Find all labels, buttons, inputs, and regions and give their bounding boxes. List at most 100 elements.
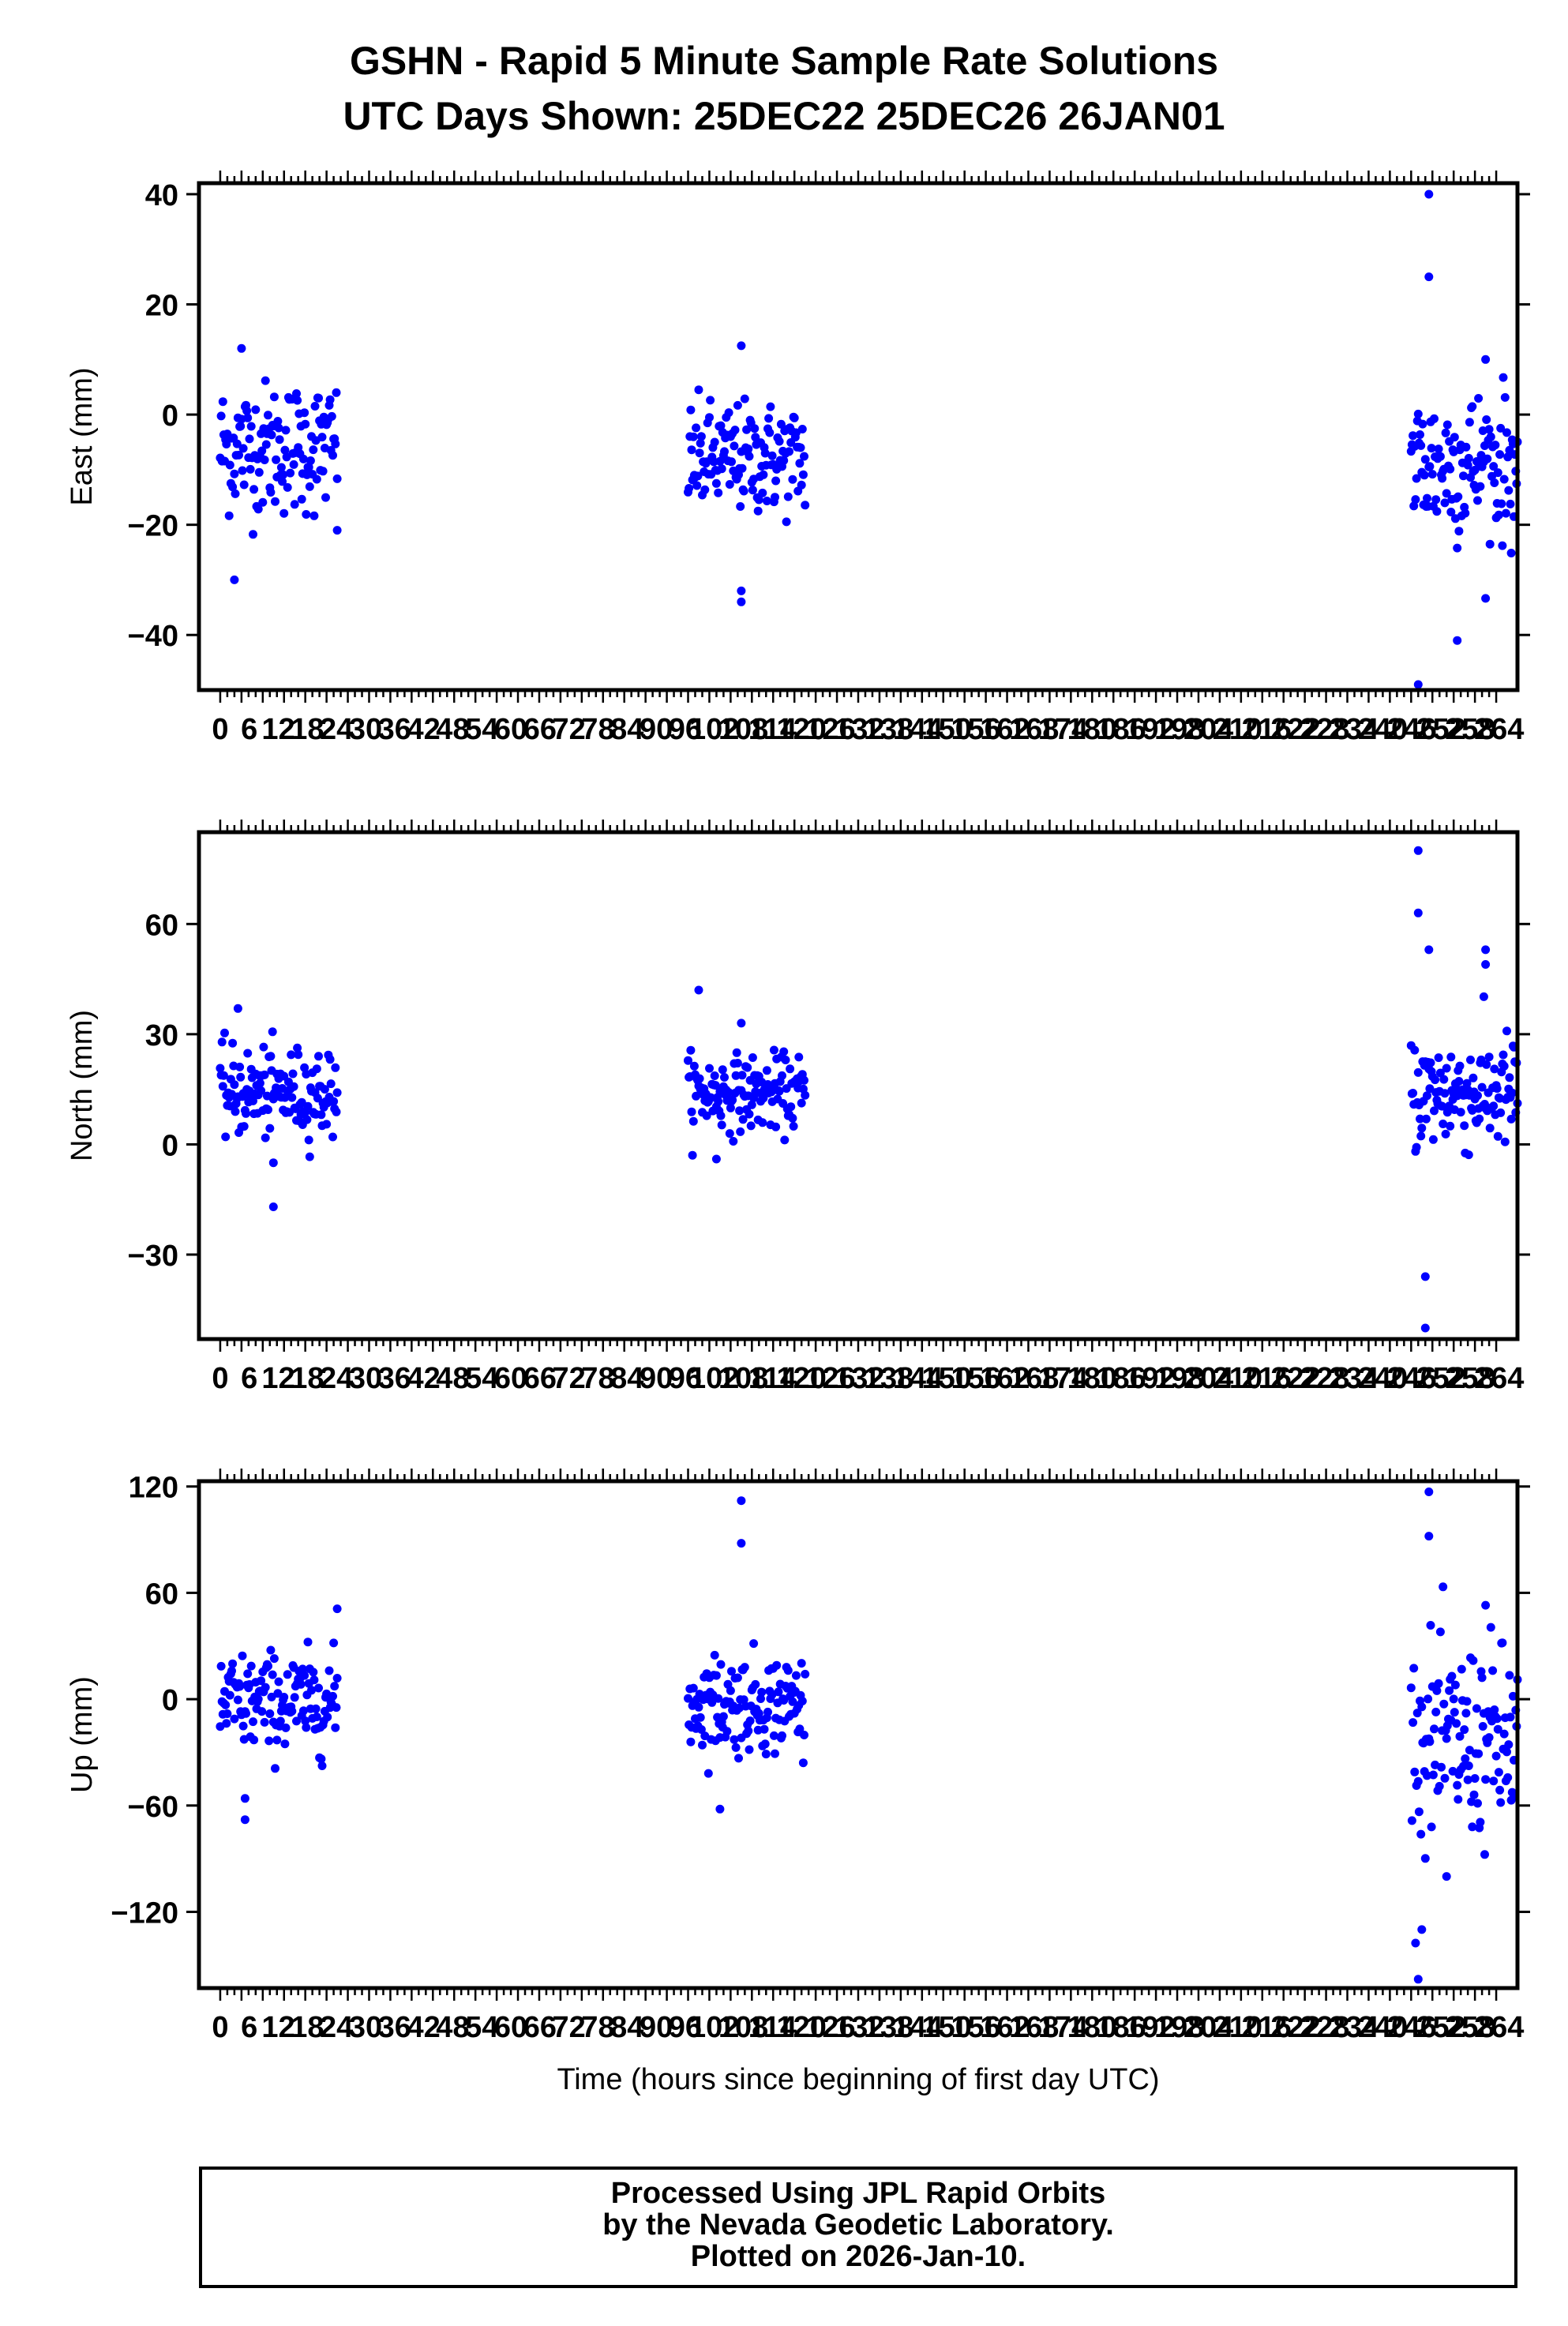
data-point <box>790 413 799 422</box>
data-point <box>1409 1664 1419 1673</box>
footer-line3: Plotted on 2026-Jan-10. <box>690 2240 1026 2273</box>
data-point <box>332 1107 341 1116</box>
data-point <box>1502 1026 1511 1036</box>
data-point <box>801 1090 810 1100</box>
data-point <box>278 477 287 486</box>
x-tick-label: 48 <box>436 713 469 746</box>
data-point <box>1440 1773 1450 1783</box>
data-point <box>1469 1790 1479 1799</box>
data-point <box>225 1690 234 1700</box>
data-point <box>735 1106 745 1116</box>
data-point <box>754 495 763 505</box>
data-point <box>266 1052 276 1061</box>
data-point <box>312 1713 321 1721</box>
data-point <box>688 1116 698 1126</box>
x-tick-label: 216 <box>1241 2011 1291 2044</box>
data-point <box>332 1604 342 1614</box>
data-point <box>297 1097 306 1107</box>
data-point <box>1453 636 1462 645</box>
data-point <box>727 1667 736 1676</box>
x-tick-label: 120 <box>776 1362 826 1395</box>
footer-box: Processed Using JPL Rapid Orbits by the … <box>199 2167 1517 2288</box>
data-point <box>265 1124 275 1133</box>
x-tick-label: 72 <box>553 713 586 746</box>
x-tick-label: 240 <box>1358 2011 1408 2044</box>
data-point <box>725 1129 734 1139</box>
data-point <box>786 1102 796 1112</box>
data-point <box>1506 549 1516 557</box>
data-point <box>1420 1272 1430 1281</box>
data-point <box>782 517 791 527</box>
data-point <box>1432 507 1442 516</box>
data-point <box>1500 1137 1510 1146</box>
data-point <box>283 1670 292 1679</box>
footer-line2: by the Nevada Geodetic Laboratory. <box>602 2208 1114 2242</box>
x-tick-label: 162 <box>980 713 1030 746</box>
data-point <box>268 1202 278 1211</box>
data-point <box>1409 501 1419 511</box>
x-tick-label: 198 <box>1154 2011 1204 2044</box>
data-point <box>311 1704 321 1713</box>
data-point <box>760 1724 769 1734</box>
data-point <box>789 1122 798 1131</box>
data-point <box>1439 1075 1449 1084</box>
data-point <box>1504 1740 1514 1750</box>
data-point <box>1506 1713 1515 1722</box>
data-point <box>1461 1709 1471 1718</box>
data-point <box>1409 431 1418 441</box>
x-tick-label: 162 <box>980 2011 1030 2044</box>
data-point <box>279 1693 289 1701</box>
data-point <box>1452 1719 1461 1728</box>
data-point <box>287 1050 296 1060</box>
data-point <box>717 1120 726 1130</box>
data-point <box>1476 1818 1485 1827</box>
data-point <box>711 1081 720 1090</box>
data-point <box>298 1706 308 1716</box>
data-point <box>688 1683 698 1693</box>
x-tick-label: 54 <box>465 713 498 746</box>
data-point <box>1454 527 1464 536</box>
data-point <box>711 1154 721 1164</box>
data-point <box>261 1683 270 1692</box>
data-point <box>1425 462 1435 471</box>
data-point <box>1413 1067 1423 1077</box>
data-point <box>1427 444 1436 453</box>
data-point <box>1445 1686 1454 1695</box>
data-point <box>298 454 308 463</box>
data-point <box>714 488 723 497</box>
data-point <box>314 393 323 403</box>
data-point <box>1435 1068 1445 1078</box>
data-point <box>797 425 807 433</box>
data-point <box>737 586 746 595</box>
data-point <box>1489 462 1499 471</box>
data-point <box>1500 392 1510 402</box>
data-point <box>242 406 252 415</box>
data-point <box>1498 541 1507 550</box>
data-point <box>737 463 747 473</box>
data-point <box>695 448 704 458</box>
x-tick-label: 42 <box>407 1362 440 1395</box>
x-tick-label: 18 <box>291 713 324 746</box>
x-tick-label: 108 <box>718 1362 768 1395</box>
data-point <box>1425 1737 1435 1746</box>
data-point <box>769 1045 778 1055</box>
data-point <box>289 1082 298 1091</box>
data-point <box>1466 1055 1475 1064</box>
data-point <box>1508 1691 1517 1701</box>
data-point <box>331 439 340 448</box>
x-tick-label: 264 <box>1474 713 1524 746</box>
data-point <box>1460 1725 1469 1735</box>
data-point <box>1406 1683 1416 1693</box>
data-point <box>692 1091 701 1101</box>
data-point <box>329 1638 339 1648</box>
x-tick-label: 90 <box>640 713 673 746</box>
data-point <box>233 1695 242 1705</box>
data-point <box>769 1731 778 1740</box>
data-point <box>220 1028 229 1037</box>
data-point <box>253 1694 263 1704</box>
data-point <box>238 444 248 453</box>
data-point <box>720 1073 729 1082</box>
x-tick-label: 234 <box>1329 2011 1379 2044</box>
data-point <box>1481 355 1491 364</box>
data-point <box>694 985 703 995</box>
